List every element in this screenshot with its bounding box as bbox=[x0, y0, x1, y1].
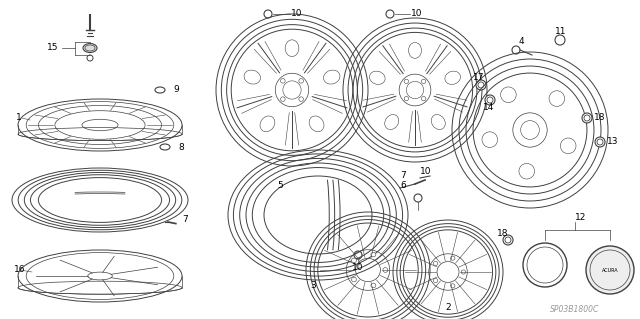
Text: 10: 10 bbox=[411, 10, 422, 19]
Ellipse shape bbox=[383, 268, 388, 272]
Text: 7: 7 bbox=[400, 170, 406, 180]
Ellipse shape bbox=[351, 258, 356, 263]
Ellipse shape bbox=[482, 132, 498, 147]
Text: 16: 16 bbox=[14, 265, 26, 275]
Text: 14: 14 bbox=[483, 103, 494, 113]
Circle shape bbox=[595, 137, 605, 147]
Text: 3: 3 bbox=[310, 280, 316, 290]
Text: 8: 8 bbox=[178, 143, 184, 152]
Ellipse shape bbox=[299, 78, 303, 83]
Text: 5: 5 bbox=[277, 181, 283, 189]
Ellipse shape bbox=[561, 138, 576, 154]
Ellipse shape bbox=[404, 96, 408, 101]
Ellipse shape bbox=[83, 43, 97, 53]
Text: 17: 17 bbox=[473, 73, 484, 83]
Ellipse shape bbox=[422, 79, 426, 84]
Ellipse shape bbox=[309, 116, 324, 132]
Ellipse shape bbox=[461, 270, 466, 274]
Text: 2: 2 bbox=[445, 302, 451, 311]
Ellipse shape bbox=[275, 73, 308, 107]
Circle shape bbox=[582, 113, 592, 123]
Text: 4: 4 bbox=[519, 38, 525, 47]
Circle shape bbox=[485, 95, 495, 105]
Text: 10: 10 bbox=[352, 263, 364, 272]
Text: 15: 15 bbox=[47, 43, 58, 53]
Ellipse shape bbox=[38, 178, 161, 222]
Text: 18: 18 bbox=[594, 114, 605, 122]
Text: 9: 9 bbox=[173, 85, 179, 94]
Ellipse shape bbox=[264, 176, 372, 254]
Ellipse shape bbox=[433, 278, 438, 283]
Text: 7: 7 bbox=[182, 216, 188, 225]
Text: 10: 10 bbox=[291, 10, 303, 19]
Text: 13: 13 bbox=[607, 137, 618, 146]
Text: 6: 6 bbox=[400, 181, 406, 189]
Circle shape bbox=[503, 235, 513, 245]
Ellipse shape bbox=[280, 97, 285, 101]
Ellipse shape bbox=[299, 97, 303, 101]
Ellipse shape bbox=[369, 71, 385, 85]
Ellipse shape bbox=[433, 261, 438, 265]
Text: 18: 18 bbox=[497, 228, 509, 238]
Ellipse shape bbox=[244, 70, 260, 84]
Text: ACURA: ACURA bbox=[602, 268, 618, 272]
Circle shape bbox=[476, 80, 486, 90]
Ellipse shape bbox=[408, 42, 422, 58]
Ellipse shape bbox=[445, 71, 460, 85]
Ellipse shape bbox=[285, 40, 299, 56]
Ellipse shape bbox=[280, 78, 285, 83]
Ellipse shape bbox=[399, 74, 431, 106]
Ellipse shape bbox=[451, 256, 455, 260]
Text: 11: 11 bbox=[555, 27, 566, 36]
Ellipse shape bbox=[371, 252, 376, 257]
Ellipse shape bbox=[351, 277, 356, 282]
Text: 10: 10 bbox=[420, 167, 431, 176]
Text: 12: 12 bbox=[575, 213, 586, 222]
Text: 1: 1 bbox=[16, 114, 22, 122]
Ellipse shape bbox=[324, 70, 340, 84]
Ellipse shape bbox=[431, 115, 445, 130]
Ellipse shape bbox=[500, 87, 516, 102]
Ellipse shape bbox=[549, 91, 564, 106]
Ellipse shape bbox=[519, 163, 534, 179]
Circle shape bbox=[87, 55, 93, 61]
Ellipse shape bbox=[513, 113, 547, 147]
Ellipse shape bbox=[371, 283, 376, 288]
Ellipse shape bbox=[404, 79, 408, 84]
Ellipse shape bbox=[260, 116, 275, 132]
Text: SP03B1800C: SP03B1800C bbox=[550, 306, 600, 315]
Ellipse shape bbox=[422, 96, 426, 101]
Circle shape bbox=[586, 246, 634, 294]
Ellipse shape bbox=[451, 284, 455, 288]
Ellipse shape bbox=[385, 115, 399, 130]
